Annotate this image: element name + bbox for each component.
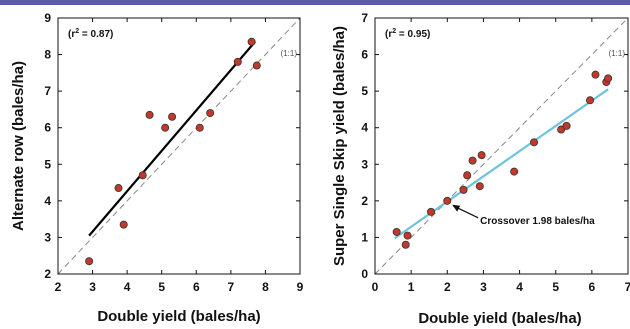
plot-frame bbox=[57, 17, 301, 275]
y-tick-label: 6 bbox=[44, 121, 51, 135]
x-tick-label: 8 bbox=[262, 280, 269, 294]
data-point bbox=[477, 151, 486, 160]
data-point bbox=[562, 121, 571, 130]
data-point bbox=[468, 156, 477, 165]
data-point bbox=[161, 123, 170, 132]
chart-panel-2: 0 1 2 3 4 5 6 7 0 1 2 3 4 5 6 7 Double yield (bales/ha) S… bbox=[331, 11, 630, 327]
data-point bbox=[475, 182, 484, 191]
top-color-band bbox=[0, 0, 630, 5]
r-squared-label: (r2 = 0.95) bbox=[385, 28, 430, 40]
y-tick-label: 1 bbox=[361, 230, 368, 244]
one-to-one-line bbox=[57, 17, 301, 275]
y-tick-label: 5 bbox=[44, 157, 51, 171]
x-tick-label: 1 bbox=[408, 280, 415, 294]
data-point bbox=[252, 61, 261, 70]
data-point bbox=[145, 110, 154, 119]
y-tick-label: 0 bbox=[361, 267, 368, 281]
x-tick-label: 9 bbox=[297, 280, 304, 294]
y-tick-label: 5 bbox=[361, 84, 368, 98]
x-tick-label: 2 bbox=[444, 280, 451, 294]
data-point bbox=[401, 240, 410, 249]
y-tick-label: 6 bbox=[361, 48, 368, 62]
x-tick-label: 6 bbox=[193, 280, 200, 294]
x-tick-label: 7 bbox=[625, 280, 630, 294]
one-to-one-label: (1:1) bbox=[609, 49, 626, 58]
x-tick-label: 4 bbox=[124, 280, 131, 294]
y-tick-label: 8 bbox=[44, 48, 51, 62]
one-to-one-line bbox=[374, 17, 629, 275]
data-point bbox=[114, 184, 123, 193]
x-axis-label: Double yield (bales/ha) bbox=[418, 310, 581, 327]
x-tick-label: 7 bbox=[228, 280, 235, 294]
x-axis-label: Double yield (bales/ha) bbox=[97, 308, 260, 325]
crossover-arrowhead bbox=[452, 204, 461, 212]
data-point bbox=[138, 171, 147, 180]
data-point bbox=[247, 37, 256, 46]
y-tick-label: 7 bbox=[361, 11, 368, 25]
data-point bbox=[403, 231, 412, 240]
data-point bbox=[530, 138, 539, 147]
x-tick-label: 2 bbox=[55, 280, 62, 294]
x-tick-label: 5 bbox=[158, 280, 165, 294]
x-tick-label: 0 bbox=[372, 280, 379, 294]
data-point bbox=[168, 112, 177, 121]
data-point bbox=[427, 207, 436, 216]
data-point bbox=[604, 74, 613, 83]
x-tick-label: 5 bbox=[552, 280, 559, 294]
x-tick-label: 3 bbox=[89, 280, 96, 294]
data-point bbox=[591, 70, 600, 79]
y-tick-label: 3 bbox=[44, 230, 51, 244]
chart-panel-1: 2 3 4 5 6 7 8 9 2 3 4 5 6 7 8 9 Double yield (bales/ha) A… bbox=[10, 11, 304, 325]
x-tick-label: 6 bbox=[589, 280, 596, 294]
y-tick-label: 7 bbox=[44, 84, 51, 98]
data-point bbox=[233, 57, 242, 66]
y-tick-label: 3 bbox=[361, 157, 368, 171]
data-point bbox=[85, 257, 94, 266]
data-point bbox=[459, 185, 468, 194]
x-tick-label: 3 bbox=[480, 280, 487, 294]
one-to-one-label: (1:1) bbox=[281, 49, 298, 58]
regression-line bbox=[88, 41, 256, 237]
x-tick-label: 4 bbox=[516, 280, 523, 294]
crossover-label: Crossover 1.98 bales/ha bbox=[480, 216, 595, 227]
y-tick-label: 4 bbox=[361, 121, 368, 135]
plot-frame bbox=[374, 17, 629, 275]
y-axis-label: Super Single Skip yield (bales/ha) bbox=[331, 26, 348, 266]
y-axis-label: Alternate row (bales/ha) bbox=[10, 61, 27, 231]
data-point bbox=[443, 196, 452, 205]
data-point bbox=[463, 171, 472, 180]
y-tick-label: 2 bbox=[361, 194, 368, 208]
data-point bbox=[557, 125, 566, 134]
data-point bbox=[206, 109, 215, 118]
r-squared-label: (r2 = 0.87) bbox=[68, 28, 113, 40]
y-tick-label: 4 bbox=[44, 194, 51, 208]
data-point bbox=[392, 227, 401, 236]
data-point bbox=[586, 96, 595, 105]
y-tick-label: 9 bbox=[44, 11, 51, 25]
data-point bbox=[510, 167, 519, 176]
data-point bbox=[195, 123, 204, 132]
y-tick-label: 2 bbox=[44, 267, 51, 281]
data-point bbox=[119, 220, 128, 229]
